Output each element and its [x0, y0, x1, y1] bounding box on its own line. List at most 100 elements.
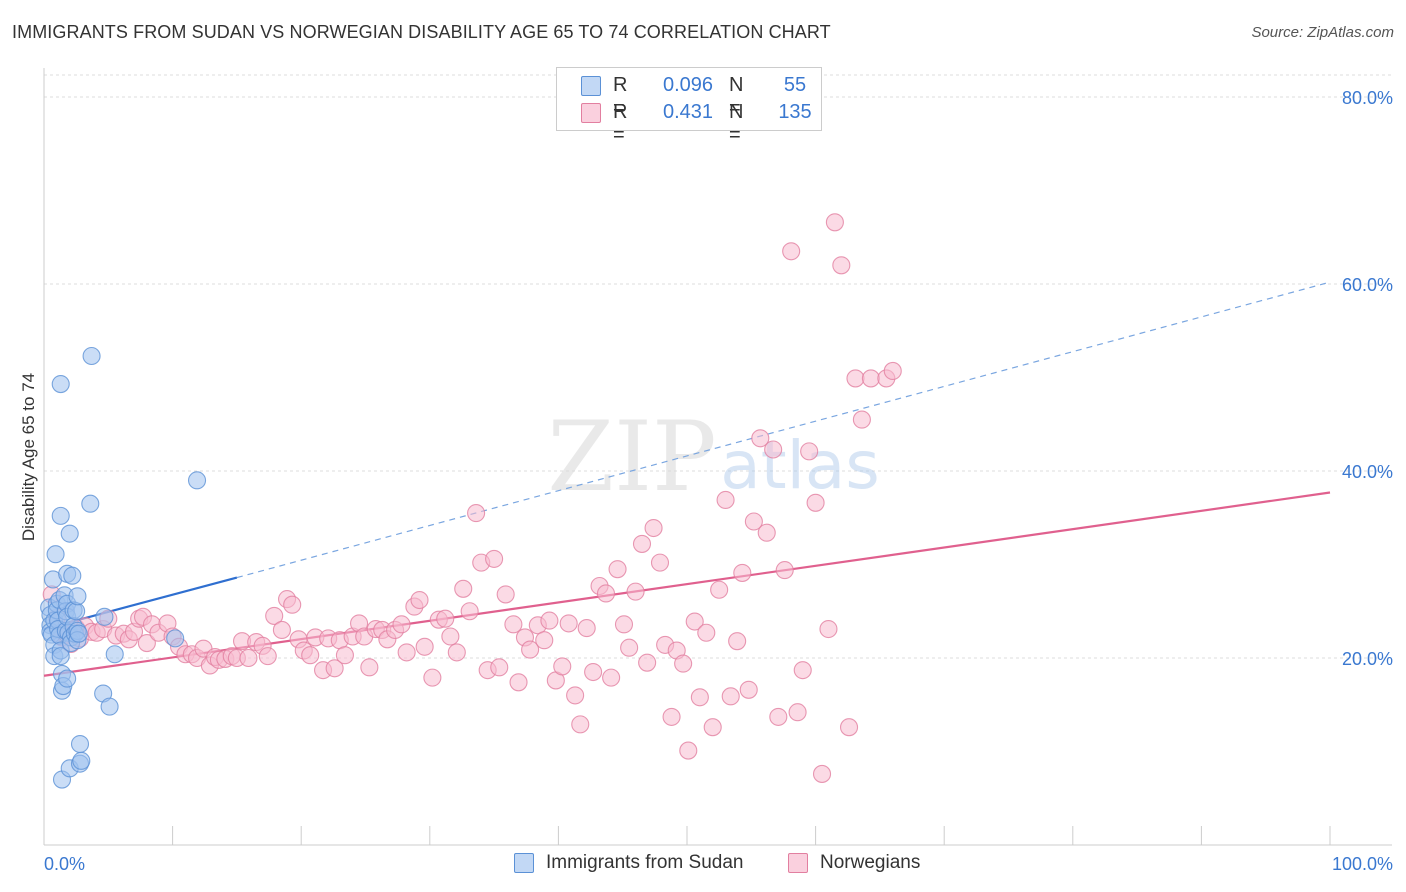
point-sudan: [51, 506, 70, 525]
point-norwegians: [800, 442, 819, 461]
grid-lines: [44, 74, 1392, 659]
legend-n-value: 55: [783, 74, 807, 96]
trend-extension-sudan: [236, 281, 1331, 579]
legend-n-value: 135: [778, 101, 812, 123]
point-norwegians: [423, 668, 442, 687]
point-sudan: [105, 645, 124, 664]
point-sudan: [70, 734, 90, 754]
point-sudan: [72, 751, 91, 770]
point-norwegians: [571, 715, 590, 734]
point-norwegians: [596, 584, 616, 603]
point-sudan: [82, 346, 101, 366]
point-norwegians: [584, 662, 603, 682]
point-norwegians: [806, 493, 825, 512]
point-norwegians: [883, 361, 902, 381]
legend-label-norwegians: Norwegians: [820, 852, 921, 873]
point-norwegians: [436, 609, 455, 628]
point-norwegians: [775, 561, 794, 580]
legend-r-value: 0.431: [662, 101, 714, 123]
point-norwegians: [272, 620, 291, 640]
point-norwegians: [861, 369, 880, 388]
point-norwegians: [137, 633, 156, 653]
point-norwegians: [793, 661, 812, 680]
point-norwegians: [690, 688, 709, 707]
watermark-atlas: atlas: [720, 427, 880, 504]
point-norwegians: [757, 523, 776, 542]
legend-n-label: N =: [729, 74, 744, 119]
point-norwegians: [739, 680, 758, 699]
point-norwegians: [614, 615, 634, 634]
point-norwegians: [496, 585, 515, 604]
point-norwegians: [733, 563, 752, 582]
point-norwegians: [769, 707, 788, 726]
point-norwegians: [485, 549, 504, 568]
y-axis-label: Disability Age 65 to 74: [19, 373, 38, 541]
point-norwegians: [751, 429, 770, 448]
point-norwegians: [685, 612, 704, 631]
x-tick-label: 0.0%: [44, 854, 85, 874]
point-sudan: [51, 647, 70, 666]
point-norwegians: [620, 638, 639, 657]
point-norwegians: [697, 623, 716, 642]
point-norwegians: [728, 632, 747, 651]
point-norwegians: [392, 615, 411, 634]
point-norwegians: [239, 648, 258, 668]
point-norwegians: [626, 582, 645, 601]
point-norwegians: [710, 580, 729, 599]
point-norwegians: [540, 611, 559, 630]
point-sudan: [58, 669, 77, 688]
point-norwegians: [608, 560, 627, 579]
point-norwegians: [360, 658, 379, 677]
point-norwegians: [812, 764, 832, 783]
point-norwegians: [460, 602, 479, 621]
point-norwegians: [521, 640, 540, 659]
point-norwegians: [283, 595, 302, 614]
point-norwegians: [650, 553, 670, 572]
point-sudan: [60, 524, 79, 543]
axis-labels: 20.0% 40.0% 60.0% 80.0% 0.0% 100.0%: [44, 88, 1393, 874]
watermark: ZIP atlas: [547, 401, 879, 513]
point-norwegians: [265, 606, 284, 625]
point-norwegians: [721, 687, 740, 706]
chart-title: IMMIGRANTS FROM SUDAN VS NORWEGIAN DISAB…: [12, 22, 831, 42]
legend-swatch-norwegians: [581, 103, 601, 123]
point-norwegians: [335, 646, 354, 665]
watermark-zip: ZIP: [547, 401, 716, 513]
point-norwegians: [441, 627, 460, 646]
point-sudan: [95, 607, 114, 626]
point-norwegians: [638, 653, 657, 672]
point-norwegians: [832, 256, 851, 275]
y-tick-label: 20.0%: [1342, 649, 1393, 669]
legend-swatch-norwegians: [788, 853, 808, 873]
correlation-legend: R = 0.096 N = 55 R = 0.431 N = 135: [556, 67, 822, 146]
point-norwegians: [301, 646, 320, 665]
y-tick-label: 40.0%: [1342, 462, 1393, 482]
point-norwegians: [397, 643, 416, 662]
point-sudan: [187, 471, 207, 490]
legend-swatch-sudan: [581, 76, 601, 96]
point-norwegians: [467, 504, 486, 523]
point-norwegians: [703, 718, 722, 737]
point-norwegians: [410, 590, 429, 610]
point-norwegians: [716, 490, 735, 510]
point-norwegians: [490, 658, 509, 677]
point-sudan: [63, 566, 82, 585]
point-norwegians: [415, 637, 434, 656]
legend-swatch-sudan: [514, 853, 534, 873]
point-norwegians: [454, 579, 473, 598]
point-sudan: [46, 545, 65, 564]
point-norwegians: [577, 619, 596, 638]
point-norwegians: [782, 242, 801, 261]
point-norwegians: [852, 410, 871, 429]
point-norwegians: [325, 659, 344, 678]
point-norwegians: [744, 512, 763, 531]
legend-r-label: R =: [613, 74, 628, 119]
axes: [43, 68, 1392, 846]
point-norwegians: [679, 741, 698, 760]
legend-label-sudan: Immigrants from Sudan: [546, 852, 744, 873]
point-norwegians: [674, 654, 693, 673]
point-norwegians: [559, 614, 578, 633]
point-norwegians: [632, 534, 652, 553]
legend-n-label: N =: [729, 101, 744, 146]
